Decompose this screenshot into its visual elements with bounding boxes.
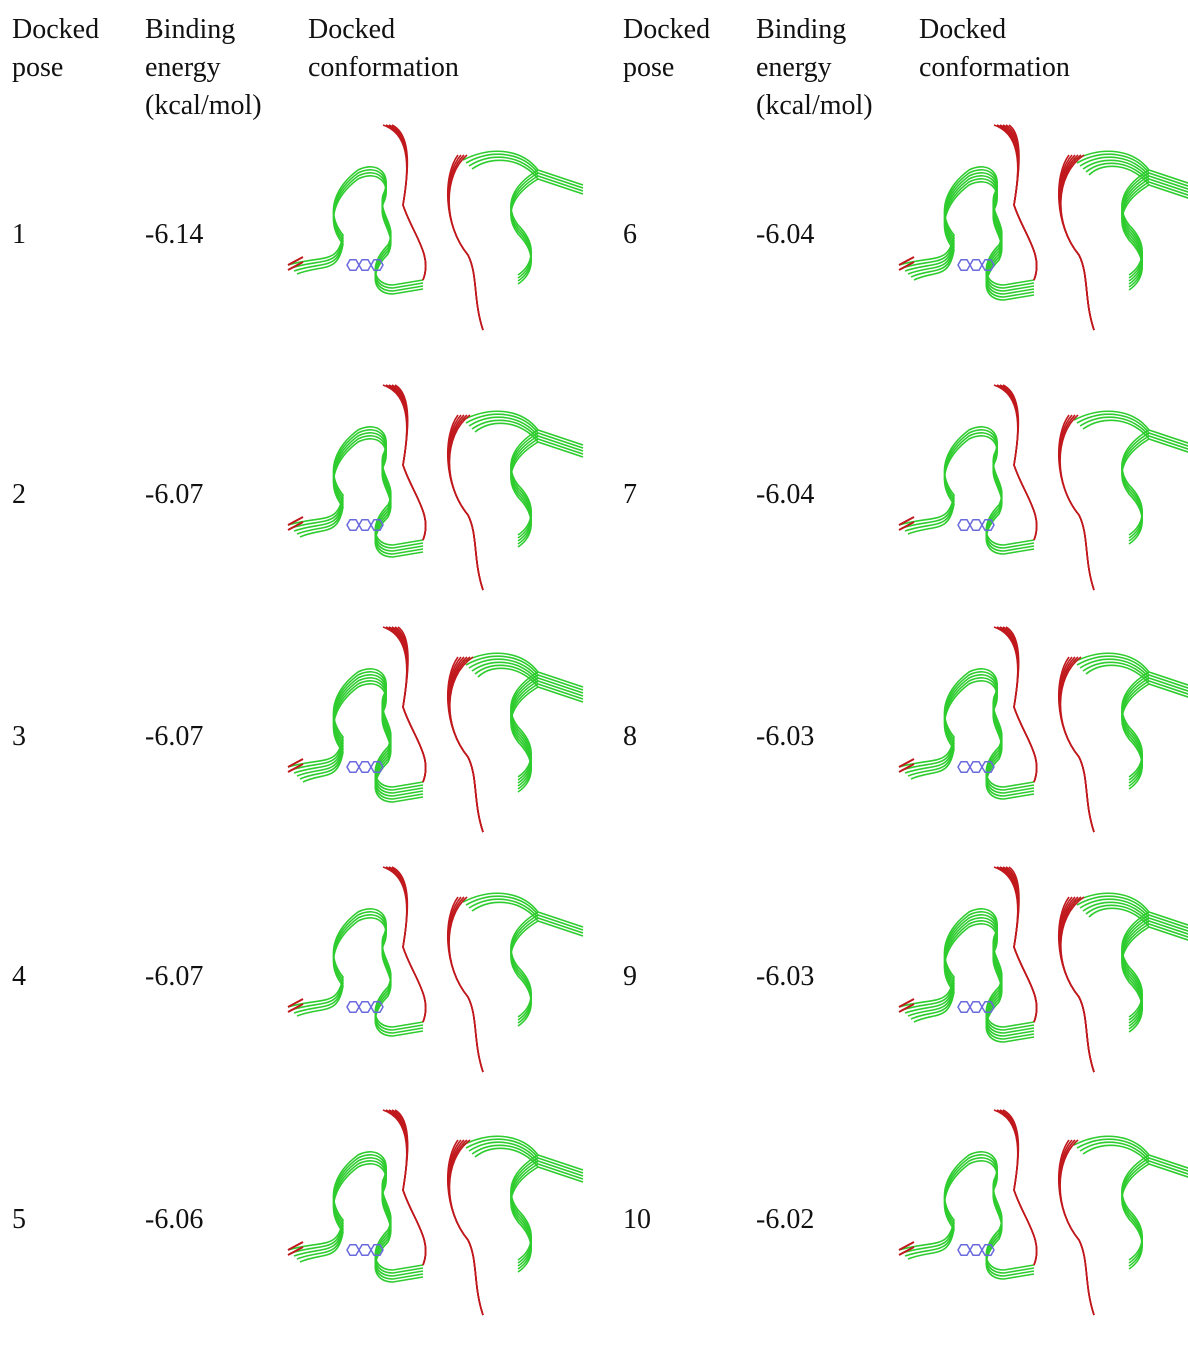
binding-energy: -6.07 xyxy=(145,718,285,756)
binding-energy: -6.06 xyxy=(145,1201,285,1239)
docked-conformation-image xyxy=(283,1100,593,1340)
column-header: Binding energy (kcal/mol) xyxy=(145,11,285,125)
column-header: Binding energy (kcal/mol) xyxy=(756,11,896,125)
docked-conformation-image xyxy=(894,617,1188,857)
pose-number: 6 xyxy=(623,216,735,254)
pose-number: 1 xyxy=(12,216,124,254)
pose-number: 2 xyxy=(12,476,124,514)
binding-energy: -6.04 xyxy=(756,476,896,514)
docked-conformation-image xyxy=(283,375,593,615)
binding-energy: -6.02 xyxy=(756,1201,896,1239)
docked-conformation-image xyxy=(283,857,593,1097)
docked-conformation-image xyxy=(283,617,593,857)
docked-conformation-image xyxy=(894,115,1188,355)
binding-energy: -6.03 xyxy=(756,718,896,756)
binding-energy: -6.07 xyxy=(145,476,285,514)
pose-number: 10 xyxy=(623,1201,735,1239)
docked-conformation-image xyxy=(283,115,593,355)
pose-number: 9 xyxy=(623,958,735,996)
docked-conformation-image xyxy=(894,375,1188,615)
column-header: Docked conformation xyxy=(919,11,1104,87)
binding-energy: -6.14 xyxy=(145,216,285,254)
pose-number: 5 xyxy=(12,1201,124,1239)
docked-conformation-image xyxy=(894,1100,1188,1340)
binding-energy: -6.03 xyxy=(756,958,896,996)
docked-conformation-image xyxy=(894,857,1188,1097)
column-header: Docked pose xyxy=(623,11,735,87)
figure-table: Docked pose Binding energy (kcal/mol) Dock… xyxy=(0,0,1188,1353)
pose-number: 3 xyxy=(12,718,124,756)
binding-energy: -6.07 xyxy=(145,958,285,996)
binding-energy: -6.04 xyxy=(756,216,896,254)
pose-number: 7 xyxy=(623,476,735,514)
column-header: Docked pose xyxy=(12,11,124,87)
column-header: Docked conformation xyxy=(308,11,493,87)
pose-number: 8 xyxy=(623,718,735,756)
pose-number: 4 xyxy=(12,958,124,996)
